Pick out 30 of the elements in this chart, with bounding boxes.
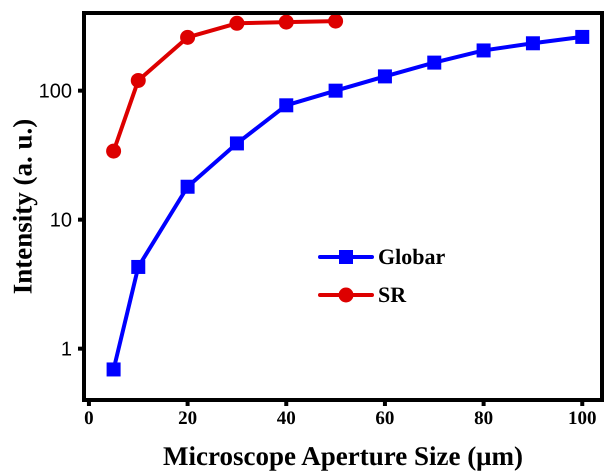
point (180, 180, 195, 194)
y-tick-label: 1 (60, 338, 72, 361)
point (328, 14, 344, 29)
point (328, 84, 343, 98)
point (130, 72, 146, 88)
x-tick-label: 80 (474, 408, 494, 429)
point (229, 16, 244, 31)
y-axis-title: Intensity (a. u.) (8, 118, 38, 294)
point (278, 14, 294, 30)
point (106, 362, 121, 376)
y-tick-label: 100 (38, 80, 72, 103)
point (575, 30, 590, 44)
point (106, 144, 122, 159)
x-axis-title: Microscope Aperture Size (μm) (163, 441, 523, 471)
legend-label: SR (378, 282, 406, 308)
point (279, 98, 294, 112)
point (378, 69, 392, 84)
x-tick-label: 20 (178, 408, 198, 429)
point (230, 136, 244, 150)
x-tick-label: 0 (84, 408, 94, 429)
point (476, 43, 491, 58)
point (427, 56, 442, 70)
y-tick-label: 10 (50, 210, 72, 232)
legend-label: Globar (378, 244, 446, 270)
x-tick-label: 100 (568, 408, 597, 429)
x-tick-label: 60 (375, 408, 394, 429)
point (526, 36, 540, 50)
point (180, 30, 196, 45)
x-tick-label: 40 (276, 408, 296, 429)
point (131, 260, 146, 274)
